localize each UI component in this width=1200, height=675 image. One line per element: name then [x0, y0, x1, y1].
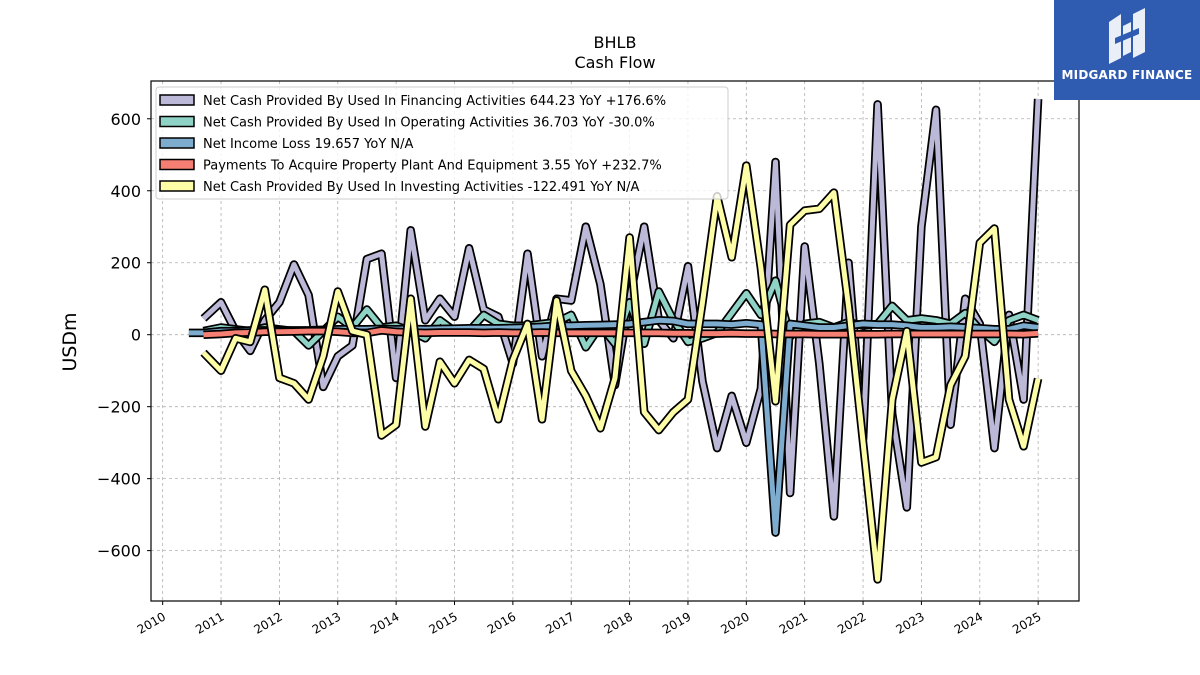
legend-entry: Net Cash Provided By Used In Investing A…	[203, 180, 640, 195]
y-axis-label: USDm	[59, 312, 81, 371]
legend-entry: Net Income Loss 19.657 YoY N/A	[203, 137, 414, 152]
x-tick-label: 2012	[251, 609, 284, 636]
brand-logo: MIDGARD FINANCE	[1054, 0, 1200, 100]
data-series	[188, 98, 1043, 584]
y-tick-label: −400	[97, 470, 141, 489]
legend-entry: Net Cash Provided By Used In Operating A…	[203, 116, 655, 131]
x-tick-label: 2018	[602, 609, 635, 636]
legend-box	[155, 86, 729, 200]
legend-entry: Payments To Acquire Property Plant And E…	[203, 159, 662, 174]
brand-logo-mark-icon	[1109, 8, 1145, 64]
x-tick-label: 2015	[427, 609, 460, 636]
x-tick-label: 2021	[777, 609, 810, 636]
x-tick-label: 2019	[660, 609, 693, 636]
y-tick-label: 400	[110, 182, 141, 201]
x-tick-label: 2013	[310, 609, 343, 636]
x-tick-label: 2024	[952, 609, 985, 636]
x-tick-label: 2010	[135, 609, 168, 636]
x-tick-label: 2011	[193, 609, 226, 636]
chart-title: BHLB	[594, 33, 637, 52]
x-tick-label: 2017	[543, 609, 576, 636]
y-tick-label: −600	[97, 542, 141, 561]
x-tick-label: 2025	[1010, 609, 1043, 636]
chart-subtitle: Cash Flow	[574, 53, 655, 72]
x-tick-label: 2016	[485, 609, 518, 636]
y-tick-label: 600	[110, 110, 141, 129]
legend-swatch	[159, 115, 195, 128]
y-tick-label: −200	[97, 398, 141, 417]
legend-swatch	[159, 158, 195, 171]
legend-swatch	[159, 94, 195, 106]
x-tick-label: 2020	[718, 609, 751, 636]
brand-name: MIDGARD FINANCE	[1061, 68, 1193, 82]
plot-frame	[150, 80, 1080, 602]
legend: Net Cash Provided By Used In Financing A…	[155, 86, 729, 200]
y-tick-label: 200	[110, 254, 141, 273]
series-line	[201, 163, 1041, 582]
legend-swatch	[159, 137, 195, 149]
x-tick-label: 2014	[368, 609, 401, 636]
legend-entry: Net Cash Provided By Used In Financing A…	[203, 94, 666, 109]
x-tick-label: 2022	[835, 609, 868, 636]
legend-swatch	[159, 180, 195, 192]
x-tick-label: 2023	[893, 609, 926, 636]
y-tick-label: 0	[131, 326, 141, 345]
